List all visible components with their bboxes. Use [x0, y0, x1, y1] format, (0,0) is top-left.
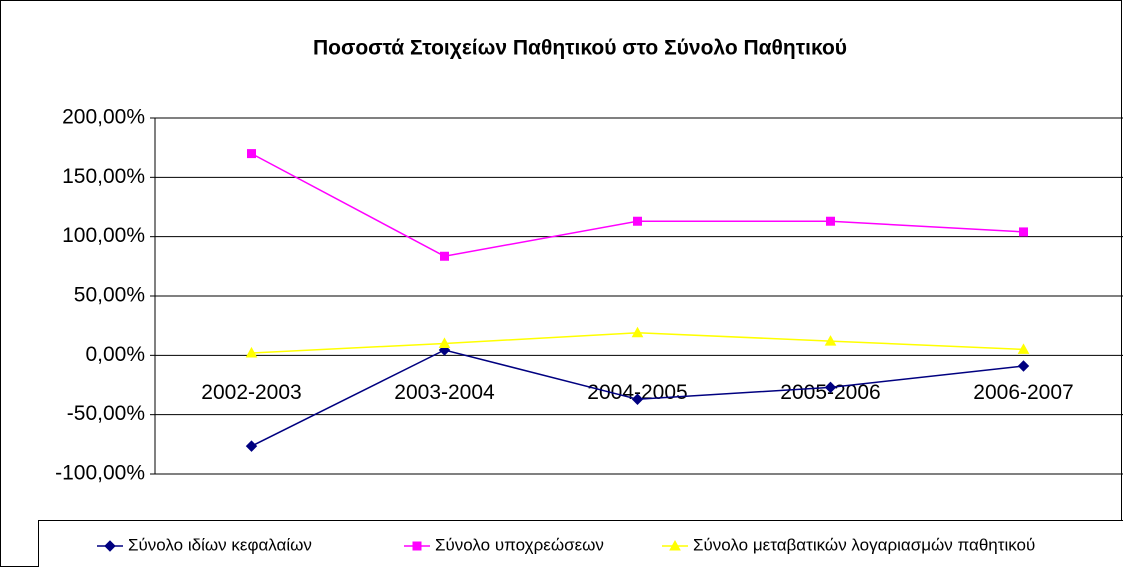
data-point [438, 337, 451, 348]
data-point [1019, 227, 1028, 237]
data-point [631, 393, 644, 405]
x-tick-label: 2006-2007 [973, 381, 1073, 404]
legend-marker [104, 540, 116, 552]
data-point [824, 335, 837, 346]
y-tick-label: -100,00% [55, 462, 145, 485]
legend-label: Σύνολο ιδίων κεφαλαίων [128, 535, 312, 554]
legend-box [38, 520, 1123, 567]
legend-label: Σύνολο υποχρεώσεων [435, 535, 604, 554]
x-tick-label: 2003-2004 [394, 381, 495, 404]
data-point [633, 216, 642, 226]
chart-title: Ποσοστά Στοιχείων Παθητικού στο Σύνολο Π… [313, 37, 847, 60]
y-tick-label: 100,00% [62, 224, 145, 247]
legend-label: Σύνολο μεταβατικών λογαριασμών παθητικού [693, 535, 1035, 554]
y-tick-label: 150,00% [62, 165, 145, 188]
data-point [245, 440, 258, 452]
data-point [440, 251, 449, 261]
y-tick-label: 200,00% [62, 106, 145, 129]
data-point [824, 381, 837, 394]
data-point [631, 326, 644, 338]
legend-marker [412, 541, 422, 551]
data-point [1017, 360, 1030, 372]
y-tick-label: -50,00% [67, 402, 145, 425]
data-point [826, 216, 835, 226]
data-point [1017, 343, 1030, 354]
x-tick-label: 2002-2003 [201, 381, 301, 404]
y-tick-label: 50,00% [74, 284, 145, 307]
y-tick-label: 0,00% [85, 343, 145, 366]
legend-marker [669, 539, 681, 551]
data-point [245, 346, 258, 358]
data-point [247, 149, 256, 159]
